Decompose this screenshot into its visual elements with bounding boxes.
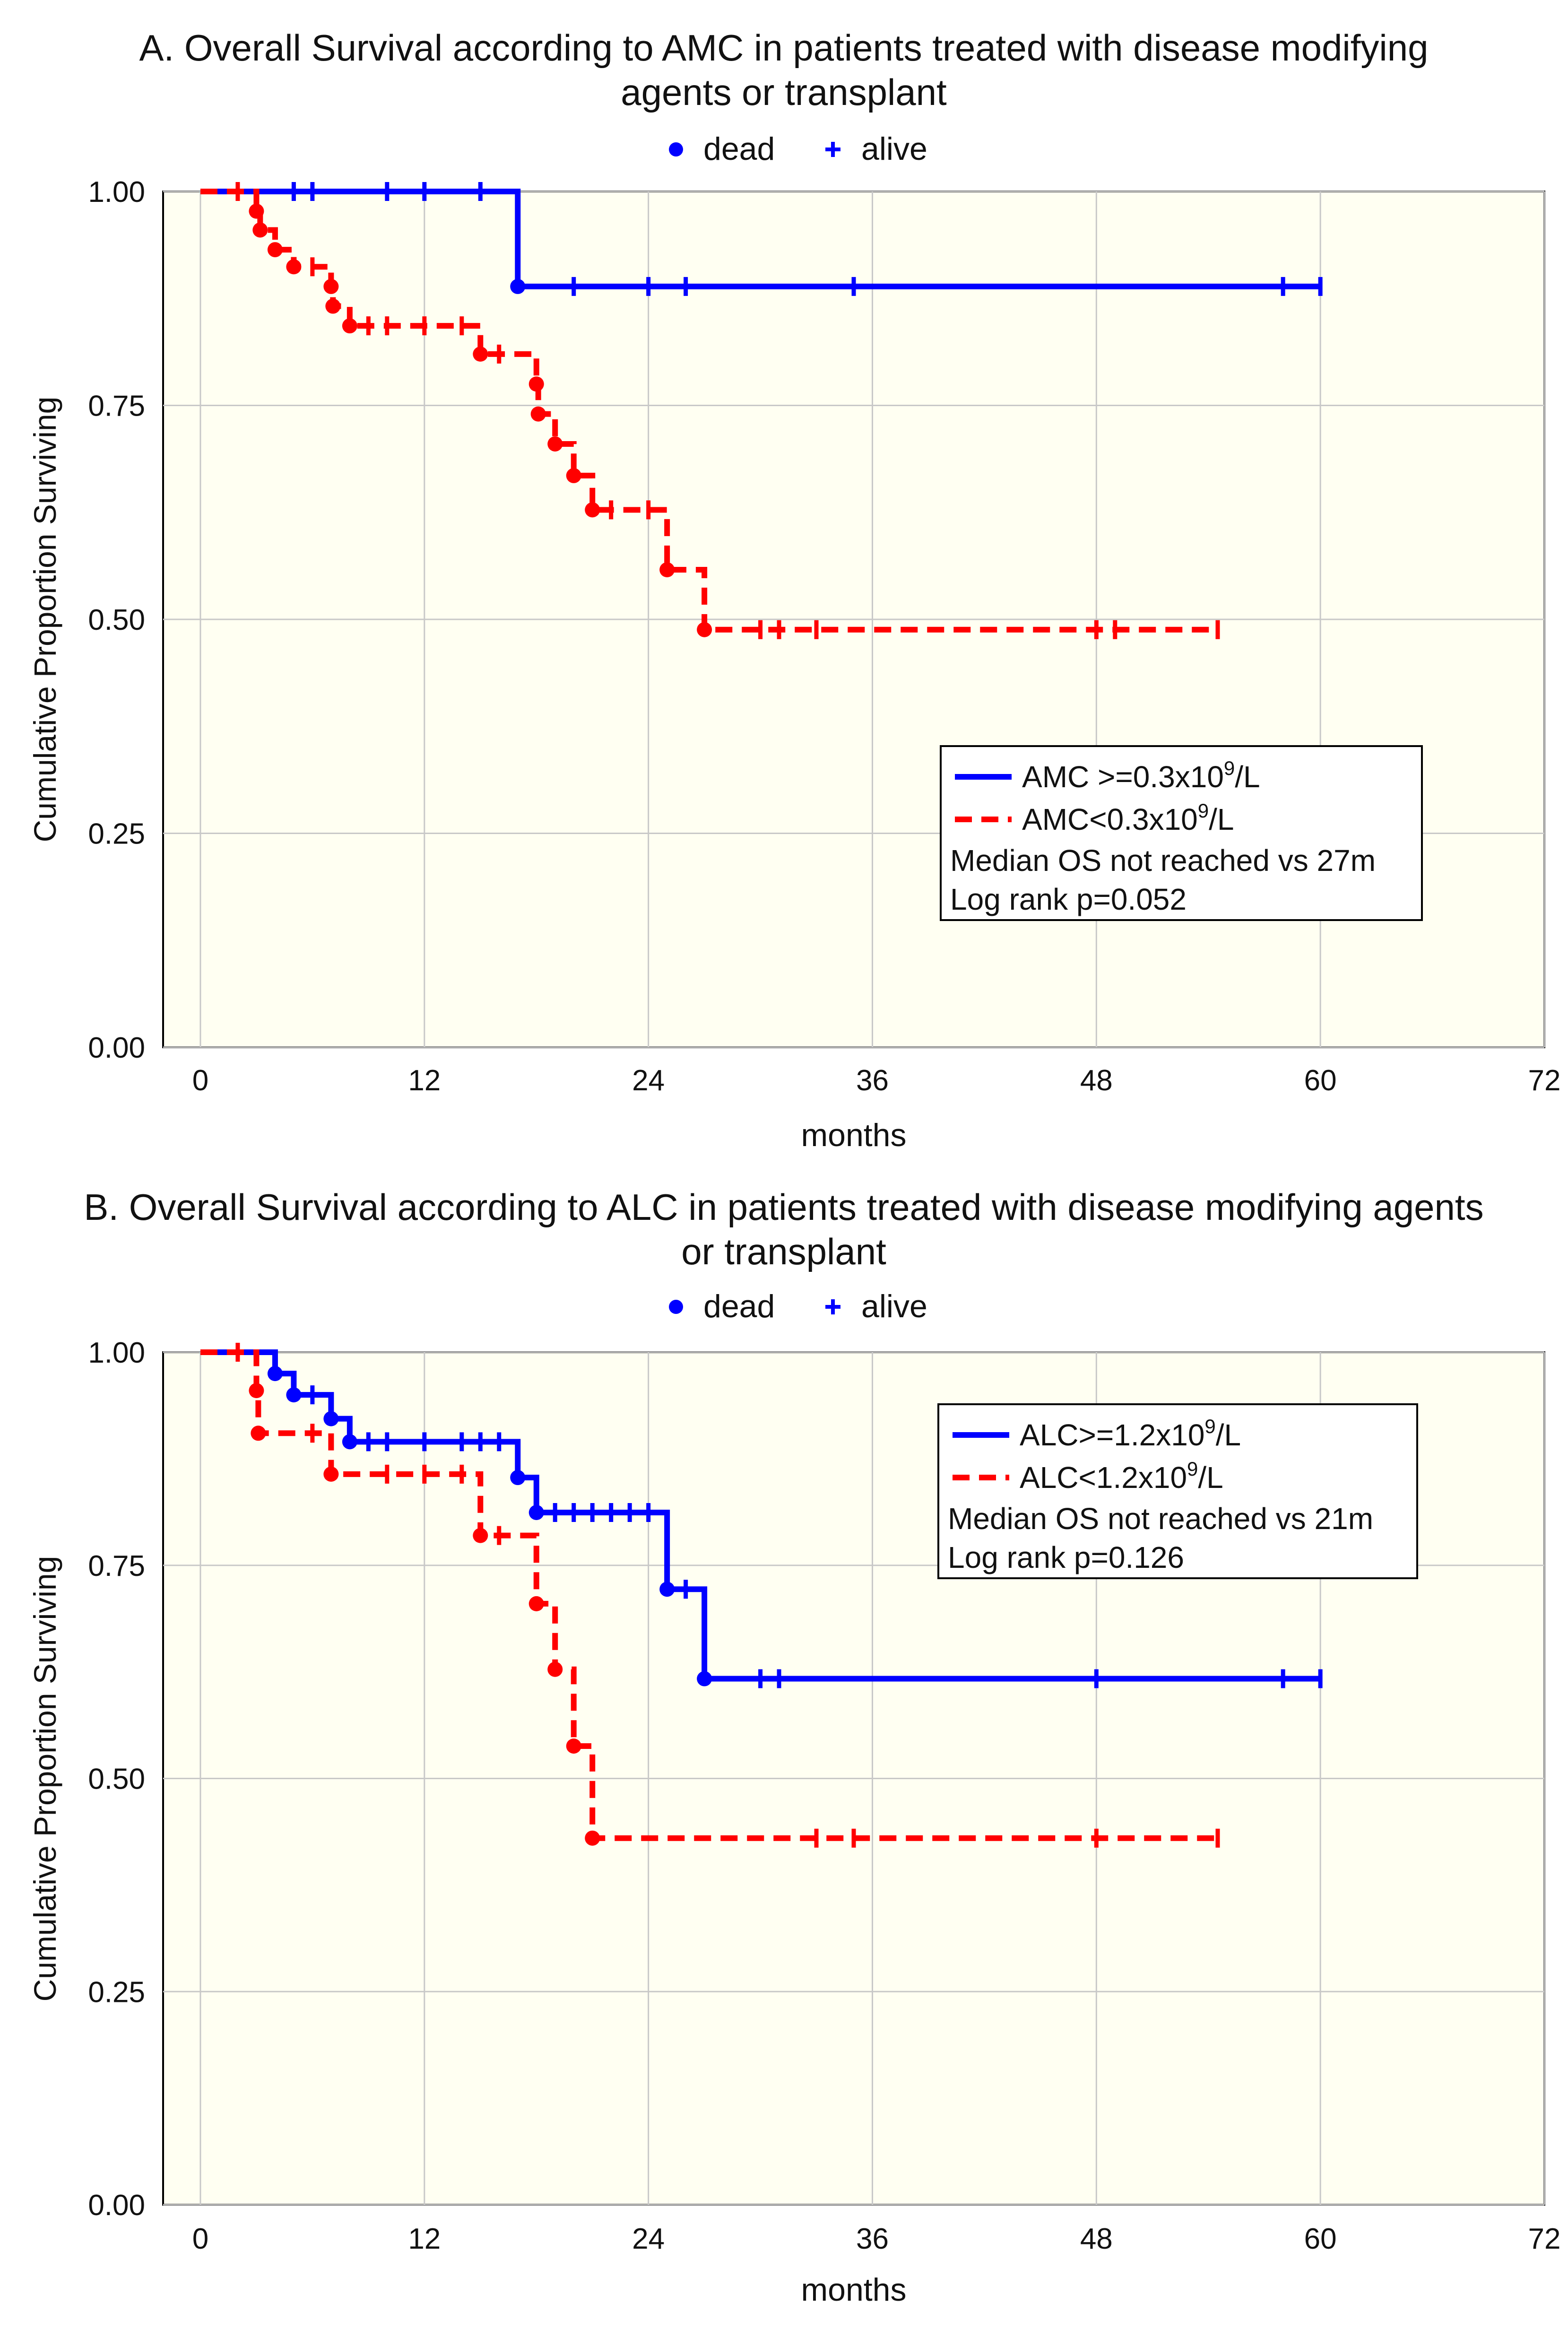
- panel-a-legend-box: AMC >=0.3x109/L AMC<0.3x109/L Median OS …: [940, 745, 1423, 921]
- panel-a-death-event-marker: [585, 502, 600, 518]
- panel-b-x-axis-label: months: [801, 2272, 907, 2308]
- panel-a-y-tick-label: 1.00: [88, 176, 145, 209]
- panel-a-dead-label: dead: [703, 131, 775, 167]
- panel-b-y-tick-label: 1.00: [88, 1337, 145, 1369]
- panel-b-legend-box: ALC>=1.2x109/L ALC<1.2x109/L Median OS n…: [937, 1403, 1418, 1579]
- panel-b-x-tick-label: 0: [192, 2223, 208, 2255]
- panel-a-alive-marker: [825, 142, 840, 157]
- panel-a-legend-label-amc-low: AMC<0.3x109/L: [1022, 800, 1234, 836]
- panel-a: A. Overall Survival according to AMC in …: [27, 27, 1560, 1153]
- panel-a-x-tick-label: 24: [632, 1064, 665, 1097]
- panel-b-death-event-marker: [323, 1411, 339, 1426]
- panel-a-death-event-marker: [473, 346, 488, 362]
- panel-b-legend-frame: [937, 1403, 1418, 1579]
- panel-a-y-axis-label: Cumulative Proportion Surviving: [27, 397, 62, 843]
- panel-a-x-tick-label: 36: [856, 1064, 889, 1097]
- panel-b-death-event-marker: [566, 1738, 581, 1754]
- panel-b-death-event-marker: [697, 1671, 712, 1687]
- panel-b-subtitle: or transplant: [681, 1231, 886, 1272]
- panel-b-y-tick-label: 0.25: [88, 1976, 145, 2008]
- panel-a-death-event-marker: [566, 468, 581, 483]
- panel-b-death-event-marker: [547, 1661, 563, 1677]
- panel-a-y-tick-label: 0.75: [88, 390, 145, 423]
- panel-b-death-event-marker: [267, 1366, 283, 1382]
- panel-a-subtitle: agents or transplant: [621, 71, 947, 113]
- panel-a-y-ticks: 0.00 0.25 0.50 0.75 1.00: [88, 176, 145, 1064]
- panel-b-y-tick-label: 0.75: [88, 1550, 145, 1582]
- panel-a-x-tick-label: 0: [192, 1064, 208, 1097]
- panel-b-x-tick-label: 60: [1304, 2223, 1337, 2255]
- panel-b-death-event-marker: [286, 1387, 302, 1403]
- panel-b-y-axis-label: Cumulative Proportion Surviving: [27, 1556, 62, 2002]
- panel-b-y-tick-label: 0.00: [88, 2189, 145, 2222]
- panel-b-death-event-marker: [528, 1596, 544, 1611]
- panel-a-x-tick-label: 60: [1304, 1064, 1337, 1097]
- panel-a-death-event-marker: [252, 222, 268, 238]
- panel-a-death-event-marker: [510, 278, 526, 294]
- panel-b-title: B. Overall Survival according to ALC in …: [84, 1186, 1483, 1228]
- panel-b-dead-marker: [669, 1300, 683, 1314]
- panel-a-death-event-marker: [530, 406, 546, 422]
- panel-b: B. Overall Survival according to ALC in …: [27, 1186, 1560, 2308]
- panel-a-y-tick-label: 0.50: [88, 604, 145, 636]
- panel-a-death-event-marker: [659, 562, 675, 578]
- panel-a-median-os-note: Median OS not reached vs 27m: [950, 843, 1376, 878]
- panel-a-legend-frame: [940, 745, 1423, 921]
- panel-b-x-tick-label: 48: [1080, 2223, 1113, 2255]
- panel-b-death-event-marker: [251, 1426, 266, 1441]
- panel-a-alive-label: alive: [861, 131, 927, 167]
- panel-b-y-ticks: 0.00 0.25 0.50 0.75 1.00: [88, 1337, 145, 2222]
- panel-a-death-event-marker: [342, 318, 357, 334]
- panel-a-death-event-marker: [286, 259, 302, 275]
- panel-a-death-event-marker: [697, 622, 712, 637]
- panel-a-dead-marker: [669, 142, 683, 156]
- panel-b-legend-label-alc-high: ALC>=1.2x109/L: [1020, 1415, 1241, 1452]
- panel-b-log-rank-note: Log rank p=0.126: [948, 1540, 1184, 1574]
- panel-a-top-legend: dead alive: [669, 131, 927, 167]
- panel-b-dead-label: dead: [703, 1288, 775, 1324]
- panel-b-x-tick-label: 12: [408, 2223, 441, 2255]
- panel-b-x-tick-label: 36: [856, 2223, 889, 2255]
- panel-a-x-axis-label: months: [801, 1117, 907, 1153]
- panel-b-death-event-marker: [659, 1582, 675, 1597]
- panel-b-legend-label-alc-low: ALC<1.2x109/L: [1020, 1458, 1223, 1495]
- panel-b-x-tick-label: 24: [632, 2223, 665, 2255]
- panel-b-x-tick-label: 72: [1528, 2223, 1561, 2255]
- panel-b-death-event-marker: [510, 1470, 526, 1486]
- panel-a-series: [200, 182, 1323, 639]
- panel-a-survival-curve-high: [200, 189, 1321, 289]
- panel-b-series: [200, 1343, 1323, 1848]
- panel-a-death-event-marker: [547, 436, 563, 452]
- panel-a-y-tick-label: 0.25: [88, 818, 145, 851]
- panel-b-y-tick-label: 0.50: [88, 1763, 145, 1796]
- panel-a-y-tick-label: 0.00: [88, 1032, 145, 1064]
- panel-b-median-os-note: Median OS not reached vs 21m: [948, 1502, 1373, 1536]
- panel-a-title: A. Overall Survival according to AMC in …: [139, 27, 1429, 69]
- panel-a-log-rank-note: Log rank p=0.052: [950, 882, 1187, 916]
- panel-a-death-event-marker: [249, 203, 264, 219]
- panel-b-death-event-marker: [473, 1528, 488, 1543]
- panel-b-death-event-marker: [585, 1830, 600, 1846]
- panel-a-x-tick-label: 72: [1528, 1064, 1561, 1097]
- panel-b-grid: [163, 1351, 1545, 2206]
- panel-b-death-event-marker: [249, 1383, 264, 1399]
- panel-b-top-legend: dead alive: [669, 1288, 927, 1324]
- panel-b-alive-label: alive: [861, 1288, 927, 1324]
- panel-a-death-event-marker: [323, 278, 339, 294]
- panel-a-x-tick-label: 12: [408, 1064, 441, 1097]
- panel-a-death-event-marker: [325, 298, 341, 314]
- panel-a-legend-label-amc-high: AMC >=0.3x109/L: [1022, 757, 1260, 794]
- panel-a-x-ticks: 0 12 24 36 48 60 72: [192, 1064, 1561, 1097]
- panel-a-death-event-marker: [267, 242, 283, 258]
- panel-b-death-event-marker: [323, 1466, 339, 1482]
- panel-a-x-tick-label: 48: [1080, 1064, 1113, 1097]
- panel-b-death-event-marker: [528, 1504, 544, 1520]
- panel-b-alive-marker: [825, 1299, 840, 1314]
- panel-a-death-event-marker: [528, 376, 544, 392]
- panel-b-death-event-marker: [342, 1434, 357, 1450]
- panel-b-x-ticks: 0 12 24 36 48 60 72: [192, 2223, 1561, 2255]
